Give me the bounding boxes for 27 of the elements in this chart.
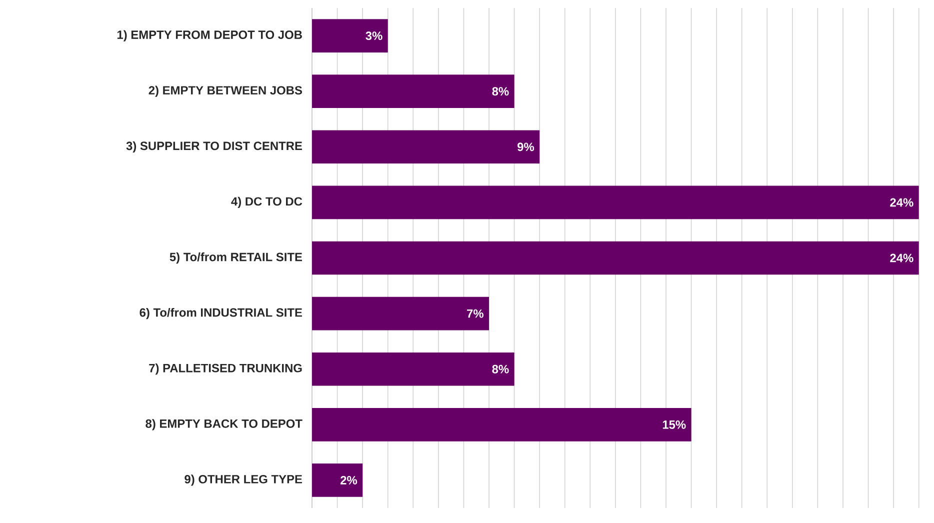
- bar: [312, 186, 919, 220]
- y-tick-label: 9) OTHER LEG TYPE: [184, 474, 302, 486]
- bar: [312, 352, 514, 386]
- bar: [312, 19, 388, 53]
- bar: [312, 297, 489, 330]
- y-tick-label: 1) EMPTY FROM DEPOT TO JOB: [117, 30, 302, 42]
- data-label: 24%: [890, 254, 914, 262]
- data-label: 24%: [890, 198, 914, 207]
- data-label: 7%: [467, 310, 484, 318]
- y-tick-label: 8) EMPTY BACK TO DEPOT: [146, 419, 302, 430]
- y-tick-label: 5) To/from RETAIL SITE: [170, 252, 302, 264]
- bar: [312, 408, 692, 442]
- data-label: 8%: [492, 365, 509, 374]
- y-tick-label: 3) SUPPLIER TO DIST CENTRE: [126, 142, 302, 153]
- data-label: 15%: [662, 420, 686, 430]
- bar: [312, 242, 919, 275]
- data-label: 2%: [340, 476, 358, 485]
- bar: [312, 464, 363, 498]
- y-tick-label: 4) DC TO DC: [231, 197, 302, 208]
- y-tick-label: 6) To/from INDUSTRIAL SITE: [140, 308, 302, 320]
- y-tick-label: 2) EMPTY BETWEEN JOBS: [148, 86, 302, 98]
- bar: [312, 130, 540, 164]
- data-label: 8%: [492, 87, 509, 96]
- data-label: 9%: [518, 142, 534, 152]
- y-tick-label: 7) PALLETISED TRUNKING: [149, 364, 302, 375]
- bar: [312, 74, 514, 108]
- data-label: 3%: [366, 32, 382, 40]
